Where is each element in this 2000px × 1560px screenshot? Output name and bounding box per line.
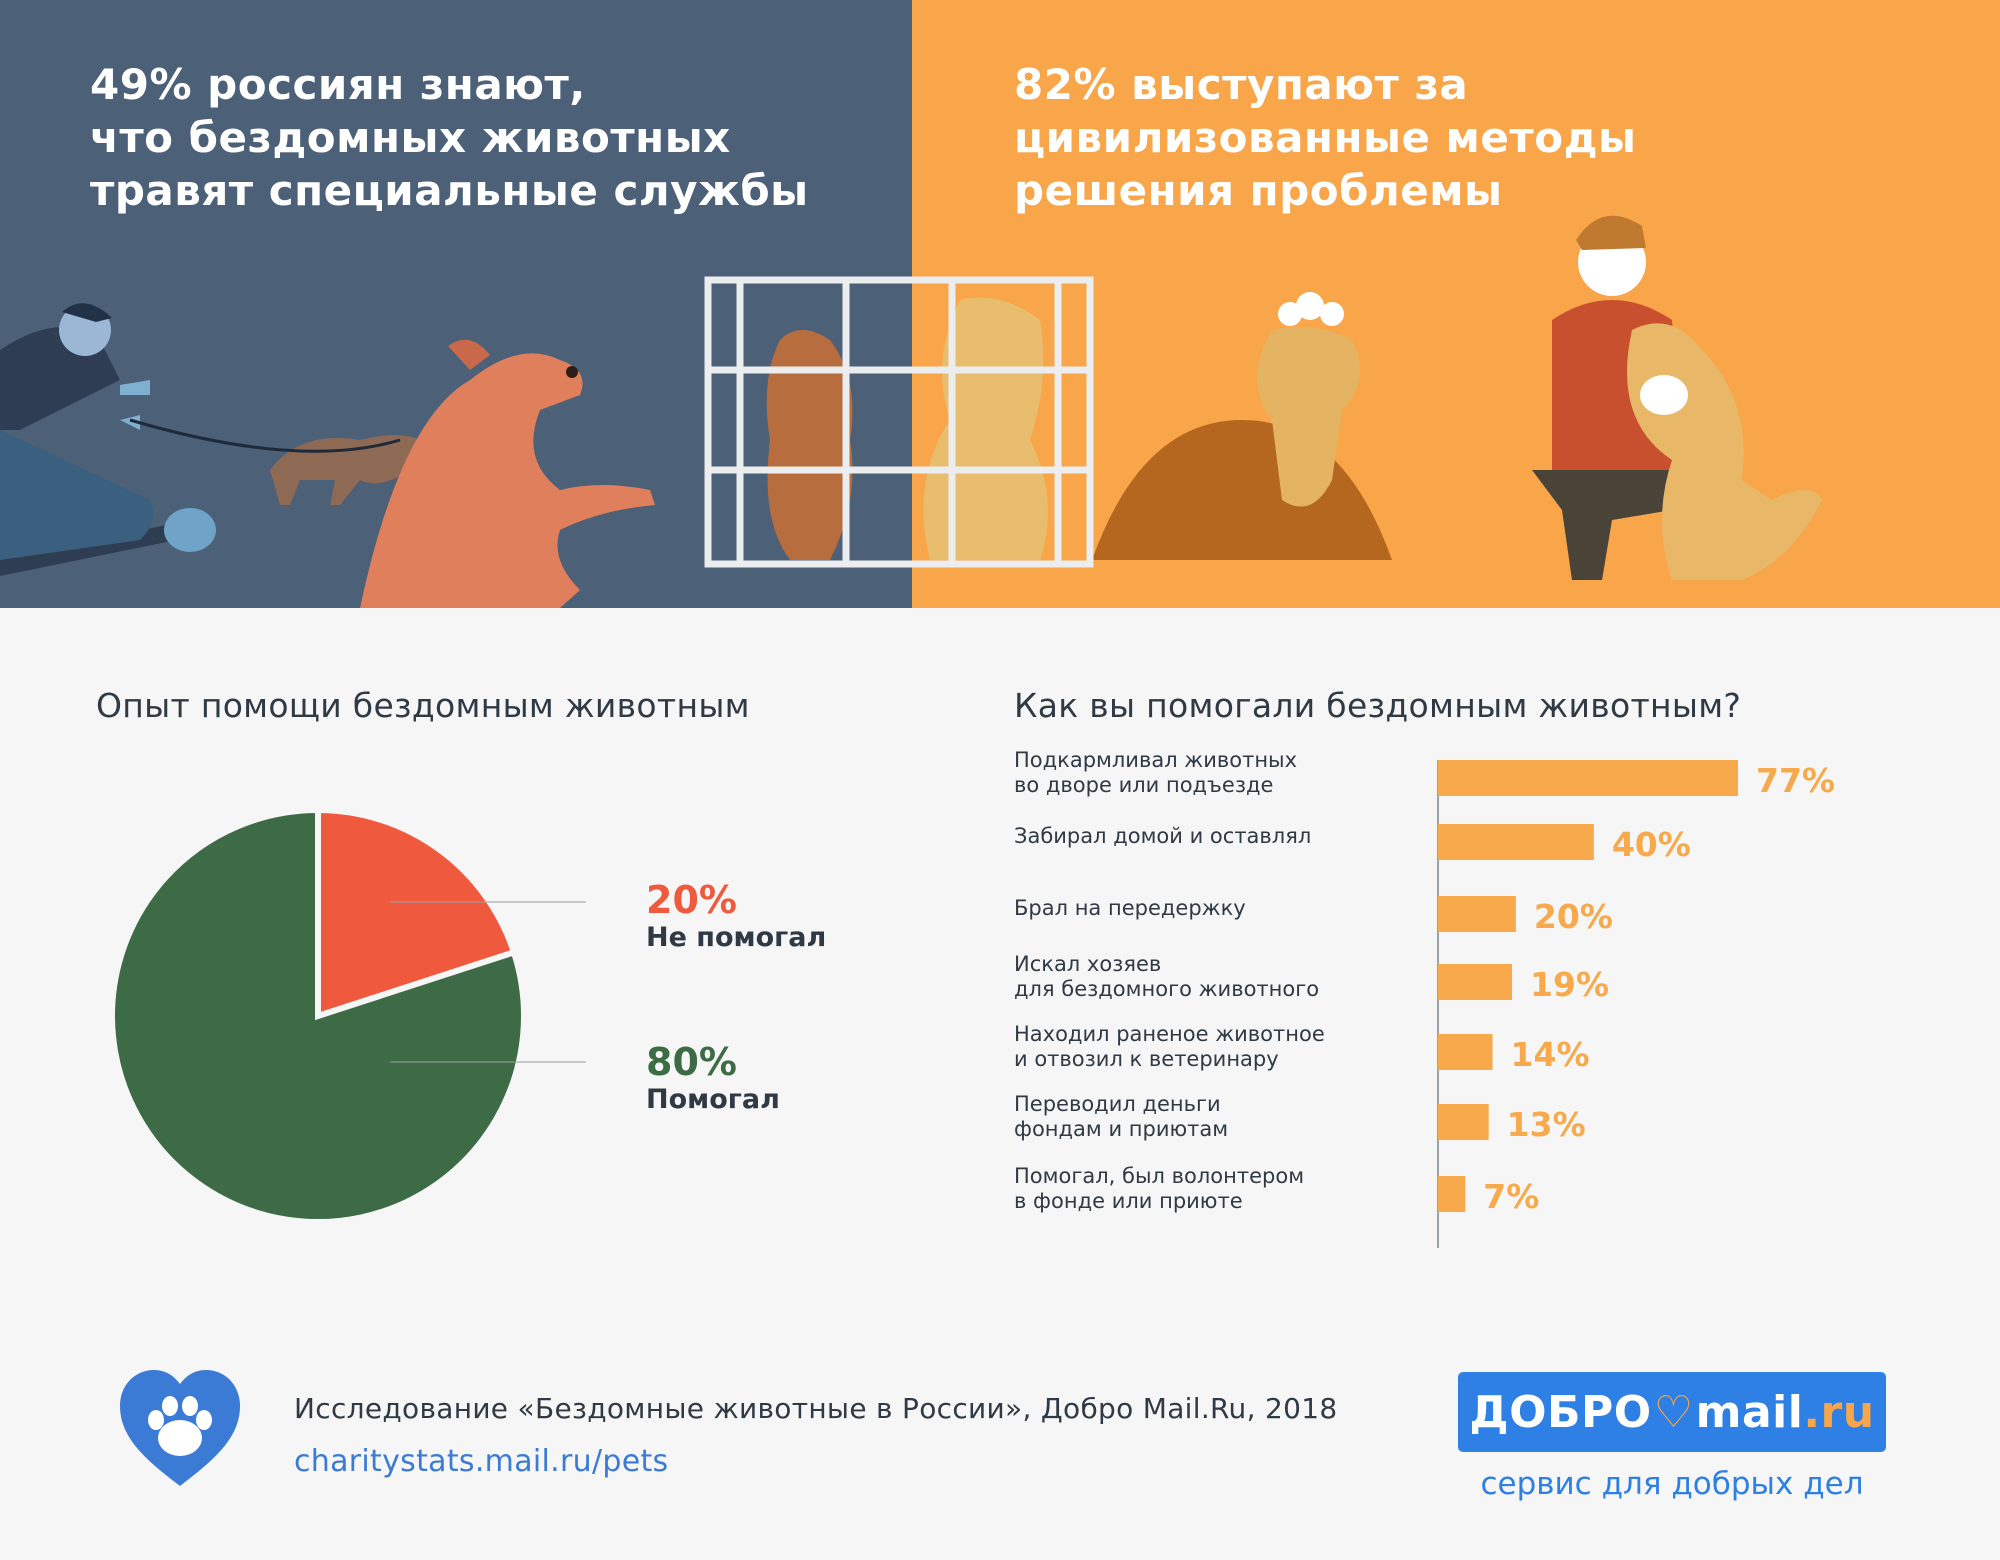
bar-0: [1438, 760, 1738, 796]
pie-label-helped: Помогал: [646, 1084, 780, 1115]
rescued-dogs-illustration: [1092, 215, 1822, 580]
hero-right-panel: 82% выступают за цивилизованные методы р…: [912, 0, 2000, 608]
bar-4: [1438, 1034, 1493, 1070]
brand-tagline: сервис для добрых дел: [1480, 1466, 1864, 1502]
hero-right-title: 82% выступают за цивилизованные методы р…: [1014, 60, 1637, 215]
hero-left-panel: 49% россиян знают, что бездомных животны…: [0, 0, 912, 608]
dog-catcher-illustration: [0, 303, 655, 608]
pie-label-not-helped: Не помогал: [646, 922, 827, 953]
brand-dobro: ДОБРО: [1469, 1386, 1652, 1438]
bar-value-label-0: 77%: [1756, 761, 1835, 800]
bar-category-label-2: Брал на передержку: [1014, 896, 1246, 920]
study-citation: Исследование «Бездомные животные в Росси…: [294, 1392, 1338, 1425]
heart-paw-icon: [120, 1370, 240, 1486]
bar-2: [1438, 896, 1516, 932]
pie-pct-not-helped: 20%: [646, 878, 737, 922]
pie-chart: [109, 806, 586, 1225]
bar-value-label-5: 13%: [1507, 1105, 1586, 1144]
pie-slice-1: [109, 806, 527, 1225]
hero-banner: 49% россиян знают, что бездомных животны…: [0, 0, 2000, 608]
bar-category-label-1: Забирал домой и оставлял: [1014, 824, 1312, 848]
pie-slice-0: [315, 806, 518, 1021]
hero-left-title: 49% россиян знают, что бездомных животны…: [90, 60, 809, 215]
bar-category-label-5: Переводил деньги фондам и приютам: [1014, 1092, 1229, 1141]
bar-3: [1438, 964, 1513, 1000]
brand-ru: .ru: [1803, 1386, 1875, 1438]
bar-value-label-4: 14%: [1511, 1035, 1590, 1074]
bar-value-label-1: 40%: [1612, 825, 1691, 864]
bar-category-label-0: Подкармливал животных во дворе или подъе…: [1014, 748, 1298, 797]
bar-value-label-6: 7%: [1483, 1177, 1539, 1216]
study-link[interactable]: charitystats.mail.ru/pets: [294, 1444, 669, 1479]
pie-pct-helped: 80%: [646, 1040, 737, 1084]
bar-chart: 77% 40% 20% 19% 14% 13% 7%: [1437, 760, 1835, 1248]
dobro-mailru-logo[interactable]: ДОБРО ♡ mail .ru: [1458, 1372, 1886, 1452]
brand-heart-icon: ♡: [1653, 1386, 1694, 1438]
bar-category-label-6: Помогал, был волонтером в фонде или прию…: [1014, 1164, 1305, 1213]
bar-value-label-3: 19%: [1530, 965, 1609, 1004]
bar-1: [1438, 824, 1594, 860]
bar-chart-title: Как вы помогали бездомным животным?: [1014, 686, 1742, 725]
brand-mail: mail: [1695, 1386, 1804, 1438]
bar-5: [1438, 1104, 1489, 1140]
pie-chart-title: Опыт помощи бездомным животным: [96, 686, 750, 725]
bar-category-label-3: Искал хозяев для бездомного животного: [1014, 952, 1320, 1001]
bar-6: [1438, 1176, 1466, 1212]
bar-category-label-4: Находил раненое животное и отвозил к вет…: [1014, 1022, 1325, 1071]
bar-value-label-2: 20%: [1534, 897, 1613, 936]
